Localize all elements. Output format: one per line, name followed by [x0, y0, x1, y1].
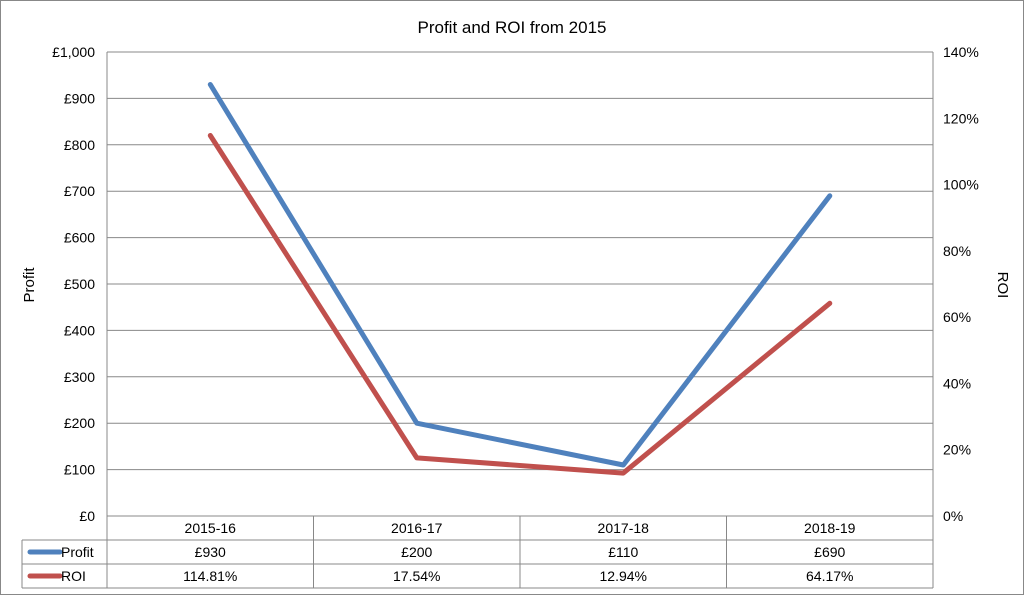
table-value: 114.81%: [183, 568, 237, 584]
left-tick-label: £600: [64, 230, 95, 246]
category-label: 2015-16: [185, 520, 237, 536]
left-tick-label: £700: [64, 183, 95, 199]
left-axis-title: Profit: [21, 267, 38, 303]
left-tick-label: £200: [64, 415, 95, 431]
table-value: 17.54%: [393, 568, 440, 584]
table-value: £200: [401, 544, 432, 560]
left-axis-ticks: £0 £100 £200 £300 £400 £500 £600 £700 £800 £900 £1…: [52, 44, 95, 524]
legend-label: ROI: [61, 568, 86, 584]
table-value: £690: [814, 544, 845, 560]
right-tick-label: 100%: [943, 177, 979, 193]
table-value: 64.17%: [806, 568, 853, 584]
category-label: 2016-17: [391, 520, 443, 536]
left-tick-label: £800: [64, 137, 95, 153]
category-label: 2018-19: [804, 520, 856, 536]
legend-label: Profit: [61, 544, 94, 560]
left-tick-label: £1,000: [52, 44, 95, 60]
right-tick-label: 20%: [943, 442, 971, 458]
right-tick-label: 60%: [943, 309, 971, 325]
left-tick-label: £900: [64, 90, 95, 106]
series-lines: [207, 82, 833, 476]
table-value: 12.94%: [600, 568, 647, 584]
left-tick-label: £100: [64, 462, 95, 478]
right-tick-label: 140%: [943, 44, 979, 60]
table-value: £110: [608, 544, 638, 560]
series-line-profit: [207, 82, 833, 468]
series-line-roi: [207, 133, 833, 476]
left-tick-label: £400: [64, 322, 95, 338]
right-tick-label: 40%: [943, 375, 971, 391]
left-tick-label: £0: [79, 508, 95, 524]
category-label: 2017-18: [598, 520, 650, 536]
right-tick-label: 0%: [943, 508, 963, 524]
data-table: 2015-16 2016-17 2017-18 2018-19 Profit £930 £2…: [21, 516, 933, 589]
gridlines: [106, 51, 934, 588]
right-axis-ticks: 0% 20% 40% 60% 80% 100% 120% 140%: [943, 44, 979, 524]
left-tick-label: £500: [64, 276, 95, 292]
right-tick-label: 120%: [943, 110, 979, 126]
chart-title: Profit and ROI from 2015: [418, 18, 607, 37]
right-tick-label: 80%: [943, 243, 971, 259]
right-axis-title: ROI: [994, 272, 1011, 299]
table-value: £930: [195, 544, 226, 560]
left-tick-label: £300: [64, 369, 95, 385]
